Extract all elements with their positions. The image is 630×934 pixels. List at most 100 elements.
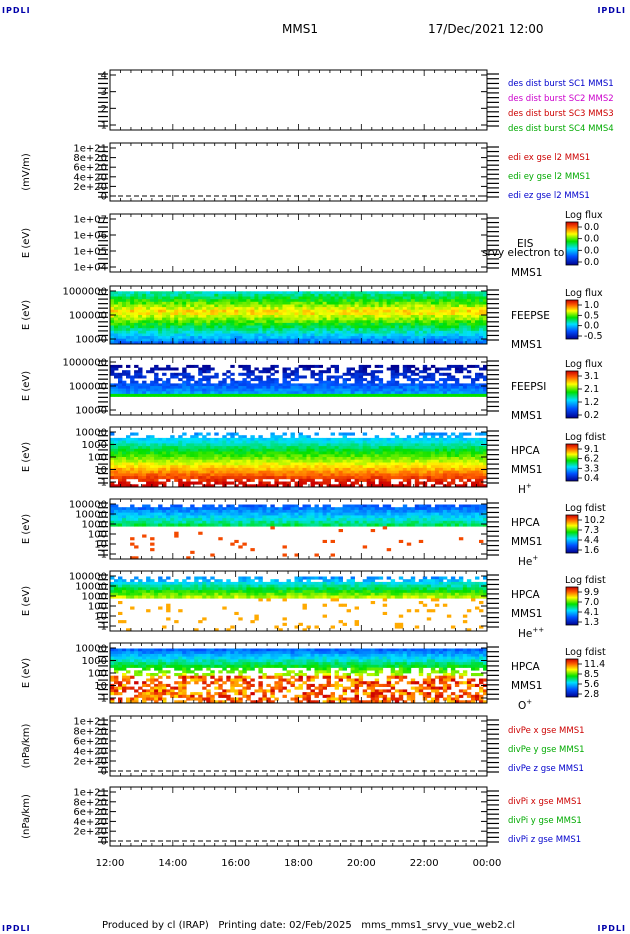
p4-spectrogram-cell [130, 315, 135, 318]
p6-spectrogram-cell [254, 448, 259, 452]
p6-spectrogram-cell [170, 446, 175, 450]
p6-spectrogram-cell [462, 484, 468, 488]
p4-spectrogram-cell [134, 320, 139, 324]
p6-spectrogram-cell [350, 443, 355, 447]
p7-spectrogram-cell [270, 504, 275, 508]
p7-spectrogram-cell [198, 520, 203, 524]
p4-spectrogram-cell [230, 312, 235, 316]
p6-spectrogram-cell [250, 470, 255, 474]
p7-spectrogram-cell [374, 504, 380, 508]
p4-spectrogram-cell [290, 328, 295, 332]
p4-spectrogram-cell [206, 333, 211, 337]
p7-spectrogram-cell [218, 518, 223, 522]
p4-spectrogram-cell [330, 330, 335, 334]
p5-spectrogram-cell [246, 391, 251, 395]
p6-spectrogram-cell [126, 454, 131, 458]
p6-spectrogram-cell [298, 432, 303, 436]
p7-spectrogram-cell [278, 507, 283, 511]
p4-spectrogram-cell [206, 304, 211, 308]
p6-spectrogram-cell [222, 465, 227, 469]
p7-spectrogram-cell [298, 509, 303, 513]
p7-spectrogram-cell [366, 515, 372, 519]
p4-spectrogram-cell [314, 333, 319, 337]
p5-spectrogram-cell [374, 383, 380, 387]
p7-spectrogram-cell [274, 520, 279, 524]
p5-spectrogram-cell [162, 380, 167, 384]
p6-spectrogram-cell [458, 451, 464, 455]
p6-spectrogram-cell [234, 446, 239, 450]
p4-spectrogram-cell [386, 325, 392, 329]
p6-spectrogram-cell [462, 451, 468, 455]
p5-spectrogram-cell [310, 391, 315, 395]
p4-spectrogram-cell [294, 309, 299, 313]
p4-spectrogram-cell [374, 338, 380, 342]
p7-spectrogram-cell [138, 509, 143, 513]
p4-spectrogram-cell [338, 315, 343, 318]
p4-spectrogram-cell [262, 325, 267, 329]
p4-spectrogram-cell [330, 338, 335, 342]
p6-spectrogram-cell [454, 440, 460, 444]
p6-spectrogram-cell [414, 484, 420, 488]
p6-spectrogram-cell [479, 446, 484, 450]
p4-spectrogram-cell [466, 320, 472, 324]
p5-spectrogram-cell [250, 386, 255, 389]
p4-spectrogram-cell [230, 325, 235, 329]
p6-spectrogram-cell [154, 446, 159, 450]
p6-spectrogram-cell [230, 440, 235, 444]
p4-spectrogram-cell [126, 312, 131, 316]
p6-spectrogram-cell [414, 470, 420, 474]
p4-spectrogram-cell [390, 325, 396, 329]
p6-spectrogram-cell [178, 470, 183, 474]
p7-spectrogram-cell [162, 515, 167, 519]
p5-spectrogram-cell [471, 378, 476, 382]
p5-spectrogram-cell [338, 391, 343, 395]
p5-spectrogram-cell [178, 388, 183, 392]
p4-spectrogram-cell [242, 325, 247, 329]
p6-spectrogram-cell [418, 432, 424, 436]
p6-spectrogram-cell [174, 457, 179, 461]
p4-spectrogram-cell [282, 322, 287, 326]
p7-spectrogram-cell [246, 507, 251, 511]
p5-spectrogram-cell [483, 393, 488, 397]
p5-spectrogram-cell [354, 375, 359, 379]
p6-spectrogram-cell [178, 462, 183, 466]
p5-spectrogram-cell [194, 386, 199, 389]
p6-spectrogram-cell [266, 484, 271, 488]
p4-spectrogram-cell [154, 328, 159, 332]
p4-spectrogram-cell [450, 341, 456, 345]
p4-spectrogram-cell [410, 317, 416, 321]
p6-spectrogram-cell [310, 443, 315, 447]
p4-spectrogram-cell [242, 341, 247, 345]
p4-spectrogram-cell [234, 315, 239, 318]
p6-spectrogram-cell [274, 451, 279, 455]
p4-spectrogram-cell [182, 299, 187, 303]
p5-spectrogram-cell [418, 383, 424, 387]
p6-spectrogram-cell [234, 459, 239, 463]
p6-spectrogram-cell [166, 440, 171, 444]
p6-spectrogram-cell [438, 451, 444, 455]
p4-spectrogram-cell [178, 312, 183, 316]
p6-spectrogram-cell [262, 470, 267, 474]
p6-spectrogram-cell [142, 437, 147, 441]
p4-spectrogram-cell [114, 307, 119, 311]
p7-spectrogram-cell [342, 520, 347, 524]
p7-spectrogram-cell [246, 504, 251, 508]
p5-spectrogram-cell [254, 383, 259, 387]
p6-spectrogram-cell [314, 443, 319, 447]
p5-spectrogram-cell [475, 383, 480, 387]
p6-spectrogram-cell [471, 473, 476, 477]
p5-spectrogram-cell [110, 364, 115, 368]
p7-spectrogram-cell [350, 520, 355, 524]
p4-spectrogram-cell [450, 330, 456, 334]
p4-spectrogram-cell [466, 325, 472, 329]
p4-spectrogram-cell [194, 341, 199, 345]
p6-spectrogram-cell [314, 476, 319, 480]
p5-spectrogram-cell [418, 391, 424, 395]
p4-spectrogram-cell [326, 322, 331, 326]
p4-spectrogram-cell [314, 330, 319, 334]
p4-spectrogram-cell [166, 336, 171, 340]
p7-spectrogram-cell [334, 518, 339, 522]
p6-spectrogram-cell [358, 446, 364, 450]
p5-spectrogram-cell [138, 383, 143, 387]
p6-spectrogram-cell [170, 467, 175, 471]
